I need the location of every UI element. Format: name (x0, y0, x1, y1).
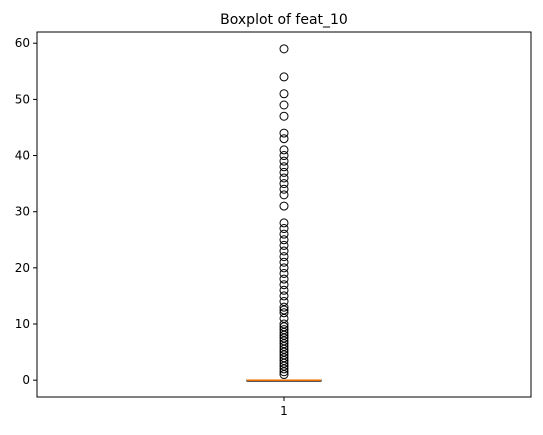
y-tick-label: 0 (22, 373, 30, 387)
outlier-point (279, 145, 289, 155)
outlier-point (279, 128, 289, 138)
y-tick-label: 60 (15, 36, 30, 50)
outlier-point (279, 156, 289, 166)
outlier-point (279, 190, 289, 200)
y-tick-label: 10 (15, 317, 30, 331)
outlier-point (279, 111, 289, 121)
outlier-point (279, 302, 289, 312)
outlier-point (279, 218, 289, 228)
outlier-point (279, 240, 289, 250)
outlier-point (279, 167, 289, 177)
chart-title: Boxplot of feat_10 (220, 12, 348, 28)
outlier-point (279, 229, 289, 239)
outlier-point (279, 252, 289, 262)
outlier-point (279, 246, 289, 256)
x-tick-label: 1 (280, 404, 288, 418)
outlier-point (279, 274, 289, 284)
x-axis: 1 (280, 397, 288, 418)
outlier-point (279, 162, 289, 172)
outlier-point (279, 285, 289, 295)
outlier-point (279, 89, 289, 99)
outlier-point (279, 308, 289, 318)
outlier-point (279, 179, 289, 189)
y-tick-label: 30 (15, 205, 30, 219)
y-tick-label: 40 (15, 149, 30, 163)
outlier-point (279, 268, 289, 278)
outlier-point (279, 134, 289, 144)
outlier-point (279, 100, 289, 110)
outlier-point (279, 297, 289, 307)
outlier-point (279, 173, 289, 183)
y-tick-label: 50 (15, 92, 30, 106)
outlier-point (279, 325, 289, 335)
boxplot-marks (246, 44, 322, 382)
outlier-point (279, 44, 289, 54)
outlier-point (279, 280, 289, 290)
outlier-point (279, 201, 289, 211)
outlier-point (279, 291, 289, 301)
outlier-point (279, 263, 289, 273)
outlier-point (279, 235, 289, 245)
outlier-point (279, 151, 289, 161)
outlier-point (279, 184, 289, 194)
outlier-point (279, 257, 289, 267)
outlier-point (279, 224, 289, 234)
outlier-point (279, 72, 289, 82)
y-tick-label: 20 (15, 261, 30, 275)
y-axis: 0 10 20 30 40 50 60 (15, 36, 37, 387)
outlier-point (279, 319, 289, 329)
